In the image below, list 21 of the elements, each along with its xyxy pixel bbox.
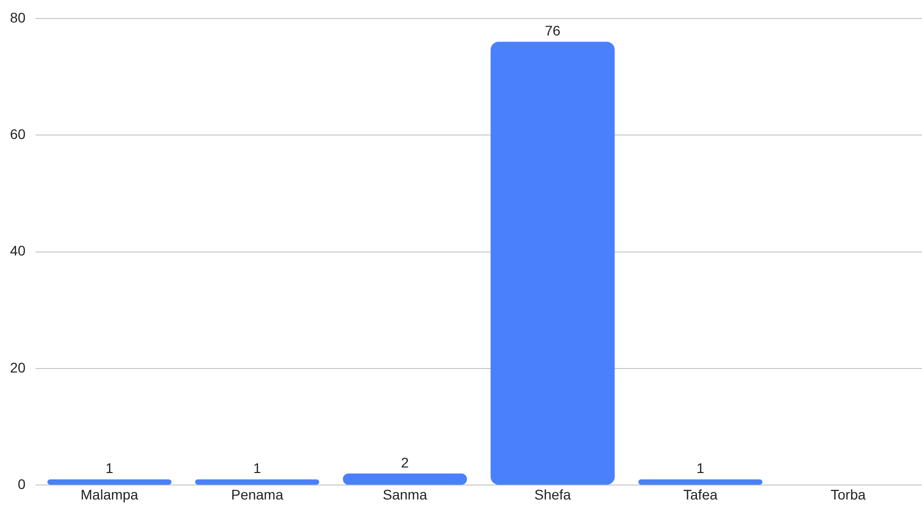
y-tick-label: 0 [18, 476, 26, 492]
bar [490, 42, 615, 485]
y-tick-label: 60 [10, 126, 26, 142]
x-tick-label: Tafea [683, 486, 718, 502]
bar [195, 479, 320, 485]
y-tick-label: 20 [10, 359, 26, 376]
x-tick-label: Malampa [80, 486, 138, 502]
x-tick-label: Penama [231, 486, 284, 502]
x-tick-label: Sanma [382, 486, 428, 502]
bar [342, 474, 467, 485]
data-label: 1 [696, 460, 704, 476]
data-label: 1 [253, 460, 262, 476]
bar [638, 479, 762, 485]
y-tick-label: 80 [10, 9, 26, 26]
x-tick-label: Shefa [534, 486, 572, 502]
data-label: 76 [544, 22, 561, 39]
y-tick-label: 40 [10, 242, 26, 259]
x-tick-label: Torba [830, 486, 866, 502]
data-label: 2 [401, 454, 410, 470]
bar [47, 479, 172, 485]
data-label: 1 [106, 460, 114, 476]
